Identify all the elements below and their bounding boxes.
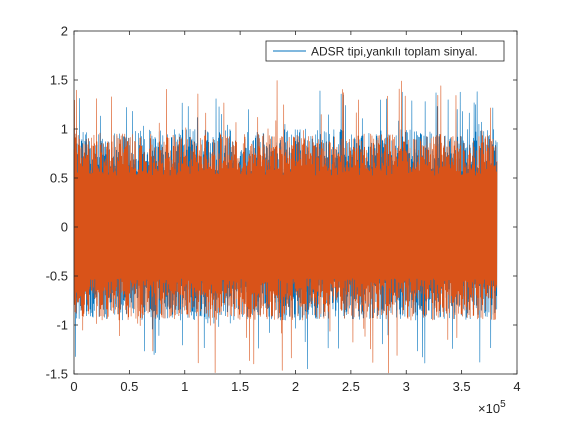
y-axis-ticks: -1.5 -1 -0.5 0 0.5 1 1.5 2 [46,24,517,382]
x-tick-label: 2.5 [342,379,360,394]
y-tick-label: 2 [61,24,68,39]
y-tick-label: -1 [56,318,68,333]
y-tick-label: 1.5 [50,73,68,88]
y-tick-label: 0.5 [50,171,68,186]
x-exponent-base: ×10 [478,401,500,416]
x-tick-label: 4 [513,379,520,394]
legend-entry-0: ADSR tipi,yankılı toplam sinyal. [311,45,478,59]
x-tick-label: 0.5 [120,379,138,394]
legend[interactable]: ADSR tipi,yankılı toplam sinyal. [265,40,505,62]
x-axis-ticks: 0 0.5 1 1.5 2 2.5 3 3.5 4 [70,31,521,394]
x-tick-label: 1.5 [231,379,249,394]
x-tick-label: 2 [292,379,299,394]
y-tick-label: -0.5 [46,269,68,284]
y-tick-label: -1.5 [46,367,68,382]
series-line-1 [73,80,498,374]
x-tick-label: 3 [403,379,410,394]
x-axis-exponent: ×105 [478,399,506,416]
y-tick-label: 1 [61,122,68,137]
x-exponent-power: 5 [500,399,506,410]
y-tick-label: 0 [61,220,68,235]
x-tick-label: 1 [181,379,188,394]
x-tick-label: 0 [70,379,77,394]
series-layer [73,80,498,374]
x-tick-label: 3.5 [453,379,471,394]
legend-box [265,40,505,62]
